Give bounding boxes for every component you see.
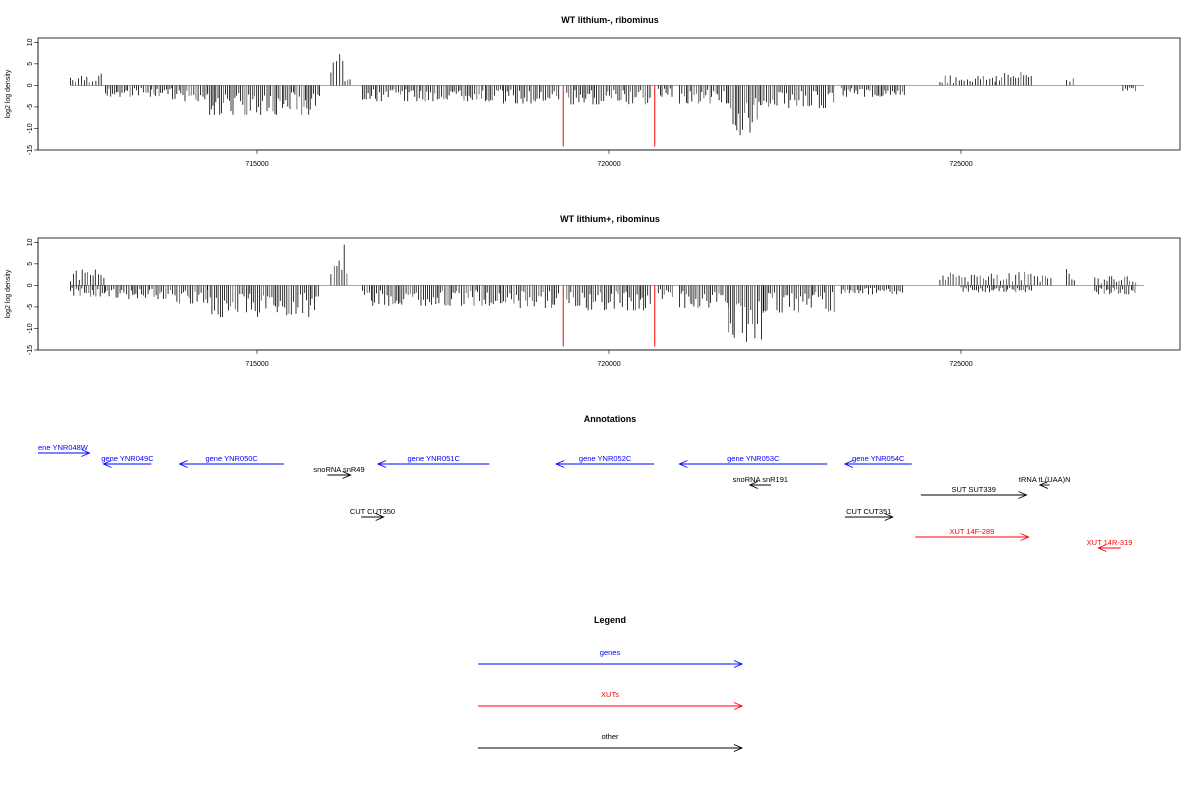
y-tick-label: 5 xyxy=(27,62,34,66)
annotation-arrow xyxy=(38,449,91,457)
y-tick-label: 10 xyxy=(27,238,34,246)
annotation-label: CUT CUT350 xyxy=(350,507,395,516)
y-axis-label: log2 log density xyxy=(5,269,12,318)
annotation-arrow xyxy=(1097,544,1121,552)
plot-frame xyxy=(37,237,1181,351)
legend-label: genes xyxy=(600,648,621,657)
annotation-arrow xyxy=(376,460,490,468)
x-tick-label: 725000 xyxy=(949,161,972,168)
x-tick-label: 715000 xyxy=(245,161,268,168)
x-axis: 715000 720000 725000 xyxy=(245,149,973,168)
annotation-label: gene YNR049C xyxy=(101,454,154,463)
y-tick-label: -10 xyxy=(27,123,34,133)
annotation-arrow xyxy=(748,481,771,489)
annotation-arrow xyxy=(555,460,655,468)
y-tick-label: 0 xyxy=(27,283,34,287)
annotations-panel: Annotations ene YNR048W gene YNR049C gene … xyxy=(38,414,1132,552)
legend-title: Legend xyxy=(594,615,626,625)
coverage-bars xyxy=(70,244,1145,347)
y-axis-label: log2 log density xyxy=(5,69,12,118)
coverage-plot-lithium-minus: WT lithium-, ribominus log2 log density … xyxy=(5,15,1181,168)
annotation-arrow xyxy=(915,533,1030,541)
x-tick-label: 715000 xyxy=(245,361,268,368)
x-axis: 715000 720000 725000 xyxy=(245,349,973,368)
legend-arrow xyxy=(478,660,744,668)
coverage-plot-lithium-plus: WT lithium+, ribominus log2 log density … xyxy=(5,214,1181,368)
annotations-title: Annotations xyxy=(584,414,637,424)
annotation-arrow xyxy=(327,471,352,479)
annotation-label: CUT CUT351 xyxy=(846,507,891,516)
annotation-label: snoRNA snR191 xyxy=(733,475,788,484)
x-tick-label: 720000 xyxy=(597,361,620,368)
annotation-arrow xyxy=(844,513,894,521)
annotation-track: ene YNR048W gene YNR049C gene YNR050C snoRN… xyxy=(38,443,1132,552)
annotation-label: gene YNR050C xyxy=(205,454,258,463)
annotation-label: SUT SUT339 xyxy=(951,485,995,494)
x-tick-label: 725000 xyxy=(949,361,972,368)
y-tick-label: -5 xyxy=(27,304,34,310)
annotation-arrow xyxy=(678,460,828,468)
y-tick-label: 5 xyxy=(27,262,34,266)
y-tick-label: -5 xyxy=(27,104,34,110)
annotation-arrow xyxy=(178,460,284,468)
annotation-label: XUT 14R-319 xyxy=(1087,538,1133,547)
legend-panel: Legend genes XUTs other xyxy=(478,615,744,752)
plot-title: WT lithium-, ribominus xyxy=(561,15,659,25)
annotation-arrow xyxy=(1038,481,1050,489)
annotation-label: snoRNA snR49 xyxy=(313,465,364,474)
annotation-label: tRNA tL(UAA)N xyxy=(1019,475,1071,484)
y-tick-label: -15 xyxy=(27,345,34,355)
legend-items: genes XUTs other xyxy=(478,648,744,752)
annotation-arrow xyxy=(843,460,912,468)
annotation-label: gene YNR051C xyxy=(408,454,461,463)
legend-arrow xyxy=(478,702,744,710)
annotation-label: XUT 14F-289 xyxy=(949,527,994,536)
legend-label: other xyxy=(601,732,619,741)
annotation-label: gene YNR054C xyxy=(852,454,905,463)
annotation-label: gene YNR052C xyxy=(579,454,632,463)
plot-title: WT lithium+, ribominus xyxy=(560,214,660,224)
y-tick-label: 10 xyxy=(27,38,34,46)
y-axis: 10 5 0 -5 -10 -15 xyxy=(27,238,39,355)
annotation-arrow xyxy=(361,513,385,521)
annotation-arrow xyxy=(920,491,1028,499)
annotation-label: gene YNR053C xyxy=(727,454,780,463)
annotation-label: ene YNR048W xyxy=(38,443,89,452)
y-tick-label: -10 xyxy=(27,323,34,333)
x-tick-label: 720000 xyxy=(597,161,620,168)
y-tick-label: 0 xyxy=(27,83,34,87)
annotation-arrow xyxy=(102,460,152,468)
legend-arrow xyxy=(478,744,744,752)
coverage-bars xyxy=(70,54,1145,147)
y-axis: 10 5 0 -5 -10 -15 xyxy=(27,38,39,155)
legend-label: XUTs xyxy=(601,690,619,699)
y-tick-label: -15 xyxy=(27,145,34,155)
